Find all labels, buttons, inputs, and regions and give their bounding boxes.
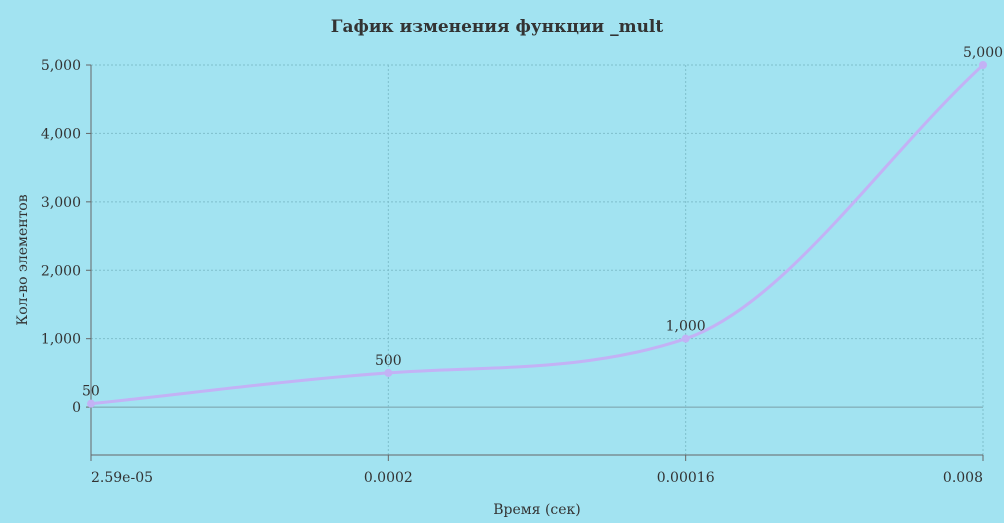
y-tick-label: 2,000 <box>41 263 81 279</box>
data-label: 1,000 <box>666 319 706 335</box>
data-label: 5,000 <box>963 45 1003 61</box>
x-tick-label: 0.0002 <box>364 470 413 486</box>
data-label: 50 <box>82 384 100 400</box>
data-point[interactable] <box>87 399 95 408</box>
data-point[interactable] <box>384 368 393 377</box>
data-point[interactable] <box>681 334 690 343</box>
y-tick-label: 3,000 <box>41 195 81 211</box>
y-axis-ticks: 0 1,000 2,000 3,000 4,000 5,000 <box>41 58 91 416</box>
y-axis-title: Кол-во элементов <box>15 194 31 325</box>
data-label: 500 <box>375 353 402 369</box>
grid <box>90 64 984 455</box>
x-axis-ticks: 2.59e-05 0.0002 0.00016 0.008 <box>90 455 984 486</box>
axes <box>90 65 983 456</box>
data-point[interactable] <box>979 61 987 69</box>
x-tick-label: 0.00016 <box>657 470 715 486</box>
series-line <box>89 63 985 406</box>
y-tick-label: 0 <box>72 400 81 416</box>
y-tick-label: 4,000 <box>41 126 81 142</box>
y-tick-label: 1,000 <box>41 332 81 348</box>
x-tick-label: 0.008 <box>943 470 983 486</box>
chart-title: Гафик изменения функции _mult <box>331 17 664 37</box>
y-tick-label: 5,000 <box>41 58 81 74</box>
data-labels: 50 500 1,000 5,000 <box>82 45 1003 400</box>
x-tick-label: 2.59e-05 <box>91 470 153 486</box>
x-axis-title: Время (сек) <box>493 502 581 518</box>
series <box>87 61 987 408</box>
